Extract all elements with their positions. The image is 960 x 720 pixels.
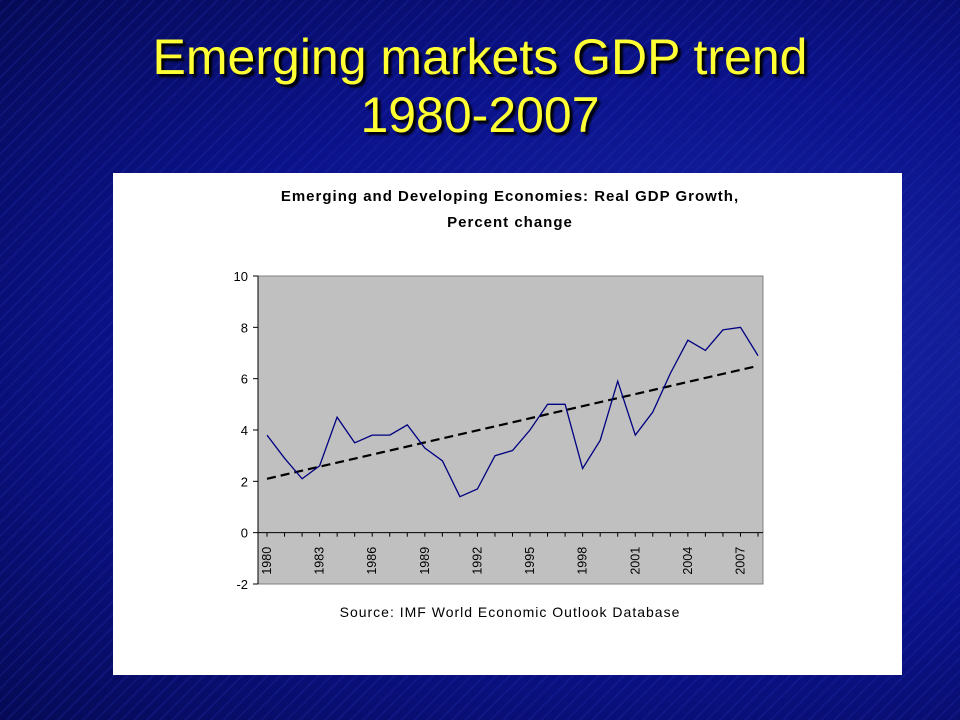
chart-title-line1: Emerging and Developing Economies: Real … <box>281 188 739 205</box>
y-tick-label: 2 <box>241 474 248 489</box>
x-tick-label: 2004 <box>681 547 695 575</box>
x-tick-label: 1986 <box>365 547 379 575</box>
x-tick-label: 1995 <box>523 547 537 575</box>
y-tick-label: 6 <box>241 372 248 387</box>
x-tick-label: 1989 <box>418 547 432 575</box>
x-tick-label: 1983 <box>313 547 327 575</box>
slide-title: Emerging markets GDP trend 1980-2007 <box>0 28 960 144</box>
chart-panel: Emerging and Developing Economies: Real … <box>113 173 902 675</box>
x-tick-label: 2001 <box>628 547 642 575</box>
x-tick-label: 1992 <box>470 547 484 575</box>
y-axis: 10 8 6 4 2 0 -2 <box>234 269 259 592</box>
x-tick-label: 1980 <box>260 547 274 575</box>
slide-title-line2: 1980-2007 <box>360 87 600 143</box>
y-tick-label: -2 <box>236 577 248 592</box>
chart-title-line2: Percent change <box>447 214 573 231</box>
y-tick-label: 4 <box>241 423 248 438</box>
y-tick-label: 0 <box>241 526 248 541</box>
x-tick-label: 1998 <box>576 547 590 575</box>
source-note: Source: IMF World Economic Outlook Datab… <box>340 604 681 620</box>
y-tick-label: 8 <box>241 320 248 335</box>
series-layer <box>266 326 759 498</box>
y-tick-label: 10 <box>234 269 248 284</box>
x-tick-label: 2007 <box>733 547 747 575</box>
plot-area <box>257 275 764 585</box>
gdp-line-chart: Emerging and Developing Economies: Real … <box>234 188 764 620</box>
x-axis: 1980 1983 1986 1989 1992 1995 1998 2001 2004 2007 <box>258 532 763 575</box>
gdp-growth-line <box>266 326 759 498</box>
slide-title-line1: Emerging markets GDP trend <box>152 29 808 85</box>
